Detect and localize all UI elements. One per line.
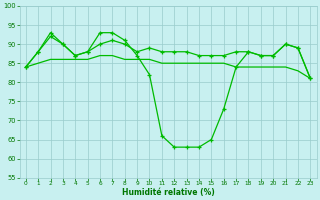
- X-axis label: Humidité relative (%): Humidité relative (%): [122, 188, 214, 197]
